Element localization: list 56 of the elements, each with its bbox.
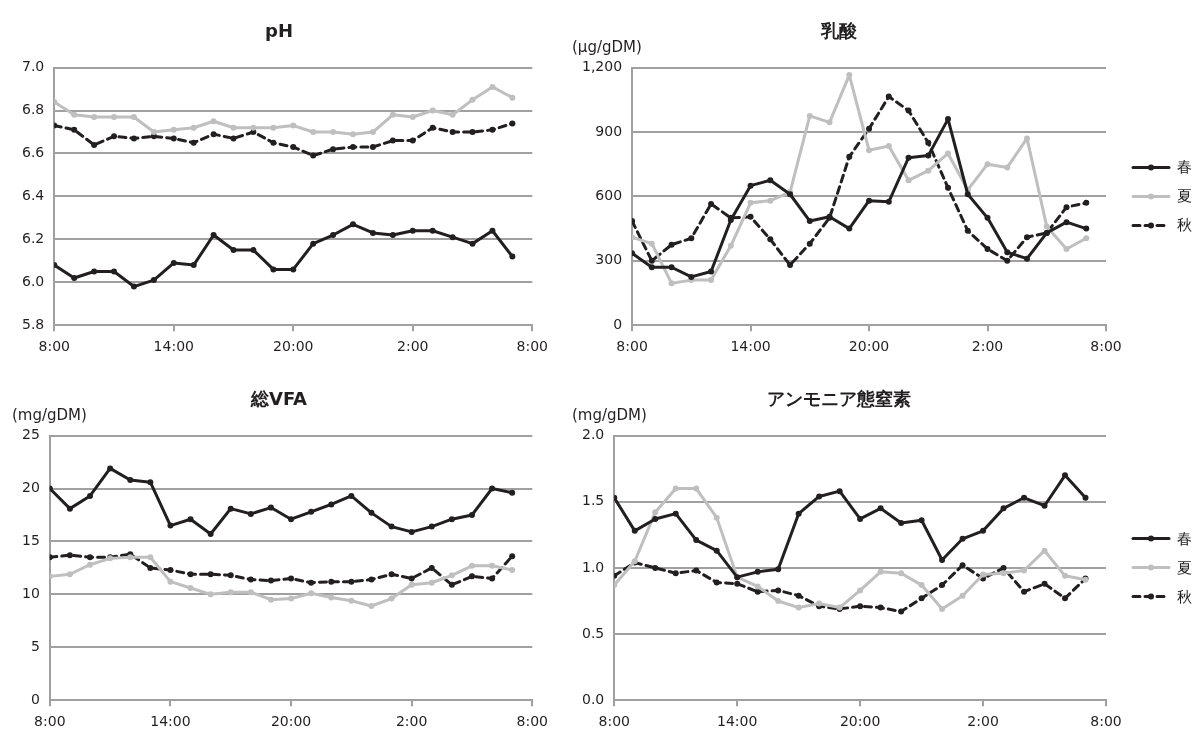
x-tick-label: 8:00 — [1090, 338, 1122, 355]
x-tick-label: 8:00 — [516, 713, 549, 730]
y-axis-title: (μg/gDM) — [572, 37, 642, 56]
y-axis-title: (mg/gDM) — [12, 405, 87, 424]
x-tick-label: 20:00 — [270, 713, 312, 730]
chart-title: アンモニア態窒素 — [767, 388, 911, 410]
x-tick-label: 2:00 — [395, 713, 428, 730]
y-tick-label: 6.0 — [22, 272, 45, 289]
y-tick-label: 5.8 — [22, 315, 45, 332]
x-tick-label: 20:00 — [848, 338, 890, 355]
y-tick-label: 1.5 — [582, 492, 605, 509]
x-tick-label: 8:00 — [616, 338, 648, 355]
x-tick-label: 2:00 — [967, 713, 999, 730]
legend-label: 春 — [1177, 529, 1192, 549]
x-tick-label: 8:00 — [598, 713, 630, 730]
x-tick-label: 14:00 — [150, 713, 191, 730]
y-tick-label: 0.0 — [582, 690, 605, 707]
x-tick-label: 14:00 — [730, 338, 771, 355]
chart-title: 乳酸 — [820, 20, 858, 42]
y-tick-label: 7.0 — [22, 58, 45, 75]
y-tick-label: 6.8 — [22, 101, 45, 118]
x-tick-label: 8:00 — [38, 338, 70, 355]
y-tick-label: 0 — [613, 315, 623, 332]
legend-label: 秋 — [1177, 215, 1192, 235]
y-tick-label: 6.2 — [22, 229, 45, 246]
y-tick-label: 600 — [595, 187, 623, 204]
legend-label: 秋 — [1177, 587, 1192, 607]
y-tick-label: 300 — [595, 251, 623, 268]
y-tick-label: 1,200 — [581, 58, 623, 75]
x-tick-label: 14:00 — [717, 713, 758, 730]
y-tick-label: 10 — [21, 585, 40, 601]
legend-label: 夏 — [1177, 558, 1192, 578]
x-tick-label: 8:00 — [1090, 713, 1122, 730]
x-tick-label: 2:00 — [971, 338, 1004, 355]
chart-title: pH — [265, 20, 293, 42]
y-tick-label: 5 — [30, 637, 40, 654]
chart-title: 総VFA — [249, 388, 308, 410]
y-tick-label: 25 — [21, 426, 40, 443]
y-tick-label: 6.4 — [22, 187, 45, 204]
y-axis-title: (mg/gDM) — [572, 405, 647, 424]
legend-label: 夏 — [1177, 186, 1192, 206]
x-tick-label: 2:00 — [397, 338, 429, 355]
y-tick-label: 0.5 — [582, 624, 605, 641]
x-tick-label: 8:00 — [34, 713, 66, 730]
y-tick-label: 2.0 — [582, 426, 605, 443]
x-tick-label: 14:00 — [153, 338, 194, 355]
y-tick-label: 1.0 — [582, 558, 605, 575]
legend-label: 春 — [1177, 157, 1192, 177]
x-tick-label: 20:00 — [273, 338, 314, 355]
x-tick-label: 8:00 — [516, 338, 549, 355]
y-tick-label: 900 — [595, 122, 623, 139]
y-tick-label: 20 — [21, 479, 40, 496]
x-tick-label: 20:00 — [839, 713, 881, 730]
y-tick-label: 15 — [21, 532, 40, 549]
y-tick-label: 6.6 — [22, 144, 45, 161]
y-tick-label: 0 — [30, 690, 40, 707]
